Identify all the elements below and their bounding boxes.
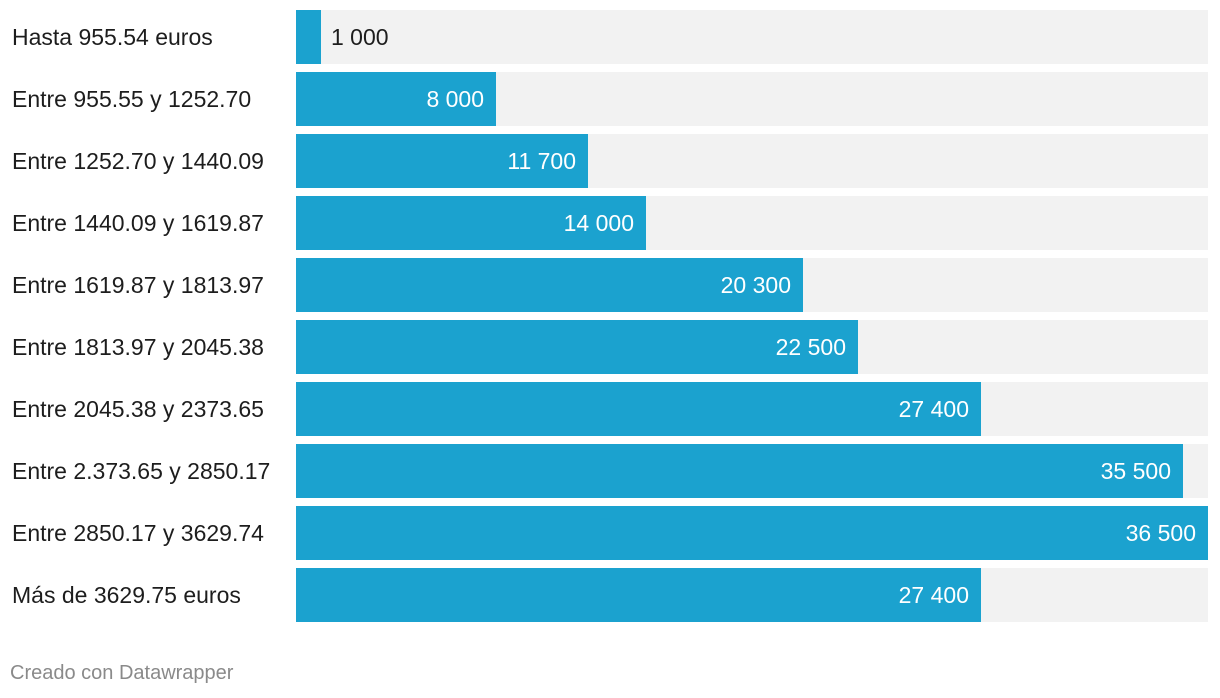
bar bbox=[296, 444, 1183, 498]
value-label: 36 500 bbox=[1125, 520, 1196, 546]
bar bbox=[296, 320, 858, 374]
value-label: 35 500 bbox=[1100, 458, 1171, 484]
category-label: Entre 2.373.65 y 2850.17 bbox=[12, 458, 271, 484]
value-label: 14 000 bbox=[563, 210, 634, 236]
bar bbox=[296, 196, 646, 250]
category-label: Entre 1252.70 y 1440.09 bbox=[12, 148, 264, 174]
category-label: Más de 3629.75 euros bbox=[12, 582, 241, 608]
category-label: Entre 1619.87 y 1813.97 bbox=[12, 272, 264, 298]
value-label: 27 400 bbox=[898, 582, 969, 608]
datawrapper-credit: Creado con Datawrapper bbox=[10, 662, 234, 684]
category-label: Entre 1813.97 y 2045.38 bbox=[12, 334, 264, 360]
bar bbox=[296, 258, 803, 312]
bar bbox=[296, 72, 496, 126]
value-label: 27 400 bbox=[898, 396, 969, 422]
bar-track bbox=[296, 10, 1208, 64]
bar bbox=[296, 134, 588, 188]
category-label: Entre 955.55 y 1252.70 bbox=[12, 86, 252, 112]
value-label: 1 000 bbox=[331, 24, 389, 50]
value-label: 20 300 bbox=[720, 272, 791, 298]
category-label: Entre 2045.38 y 2373.65 bbox=[12, 396, 264, 422]
bar-chart: Hasta 955.54 euros 1 000 Entre 955.55 y 12… bbox=[12, 10, 1208, 622]
category-label: Entre 2850.17 y 3629.74 bbox=[12, 520, 264, 546]
bar bbox=[296, 10, 321, 64]
bar bbox=[296, 568, 981, 622]
bar bbox=[296, 382, 981, 436]
bar bbox=[296, 506, 1208, 560]
value-label: 8 000 bbox=[426, 86, 484, 112]
value-label: 22 500 bbox=[775, 334, 846, 360]
category-label: Entre 1440.09 y 1619.87 bbox=[12, 210, 264, 236]
value-label: 11 700 bbox=[507, 148, 576, 174]
category-label: Hasta 955.54 euros bbox=[12, 24, 213, 50]
